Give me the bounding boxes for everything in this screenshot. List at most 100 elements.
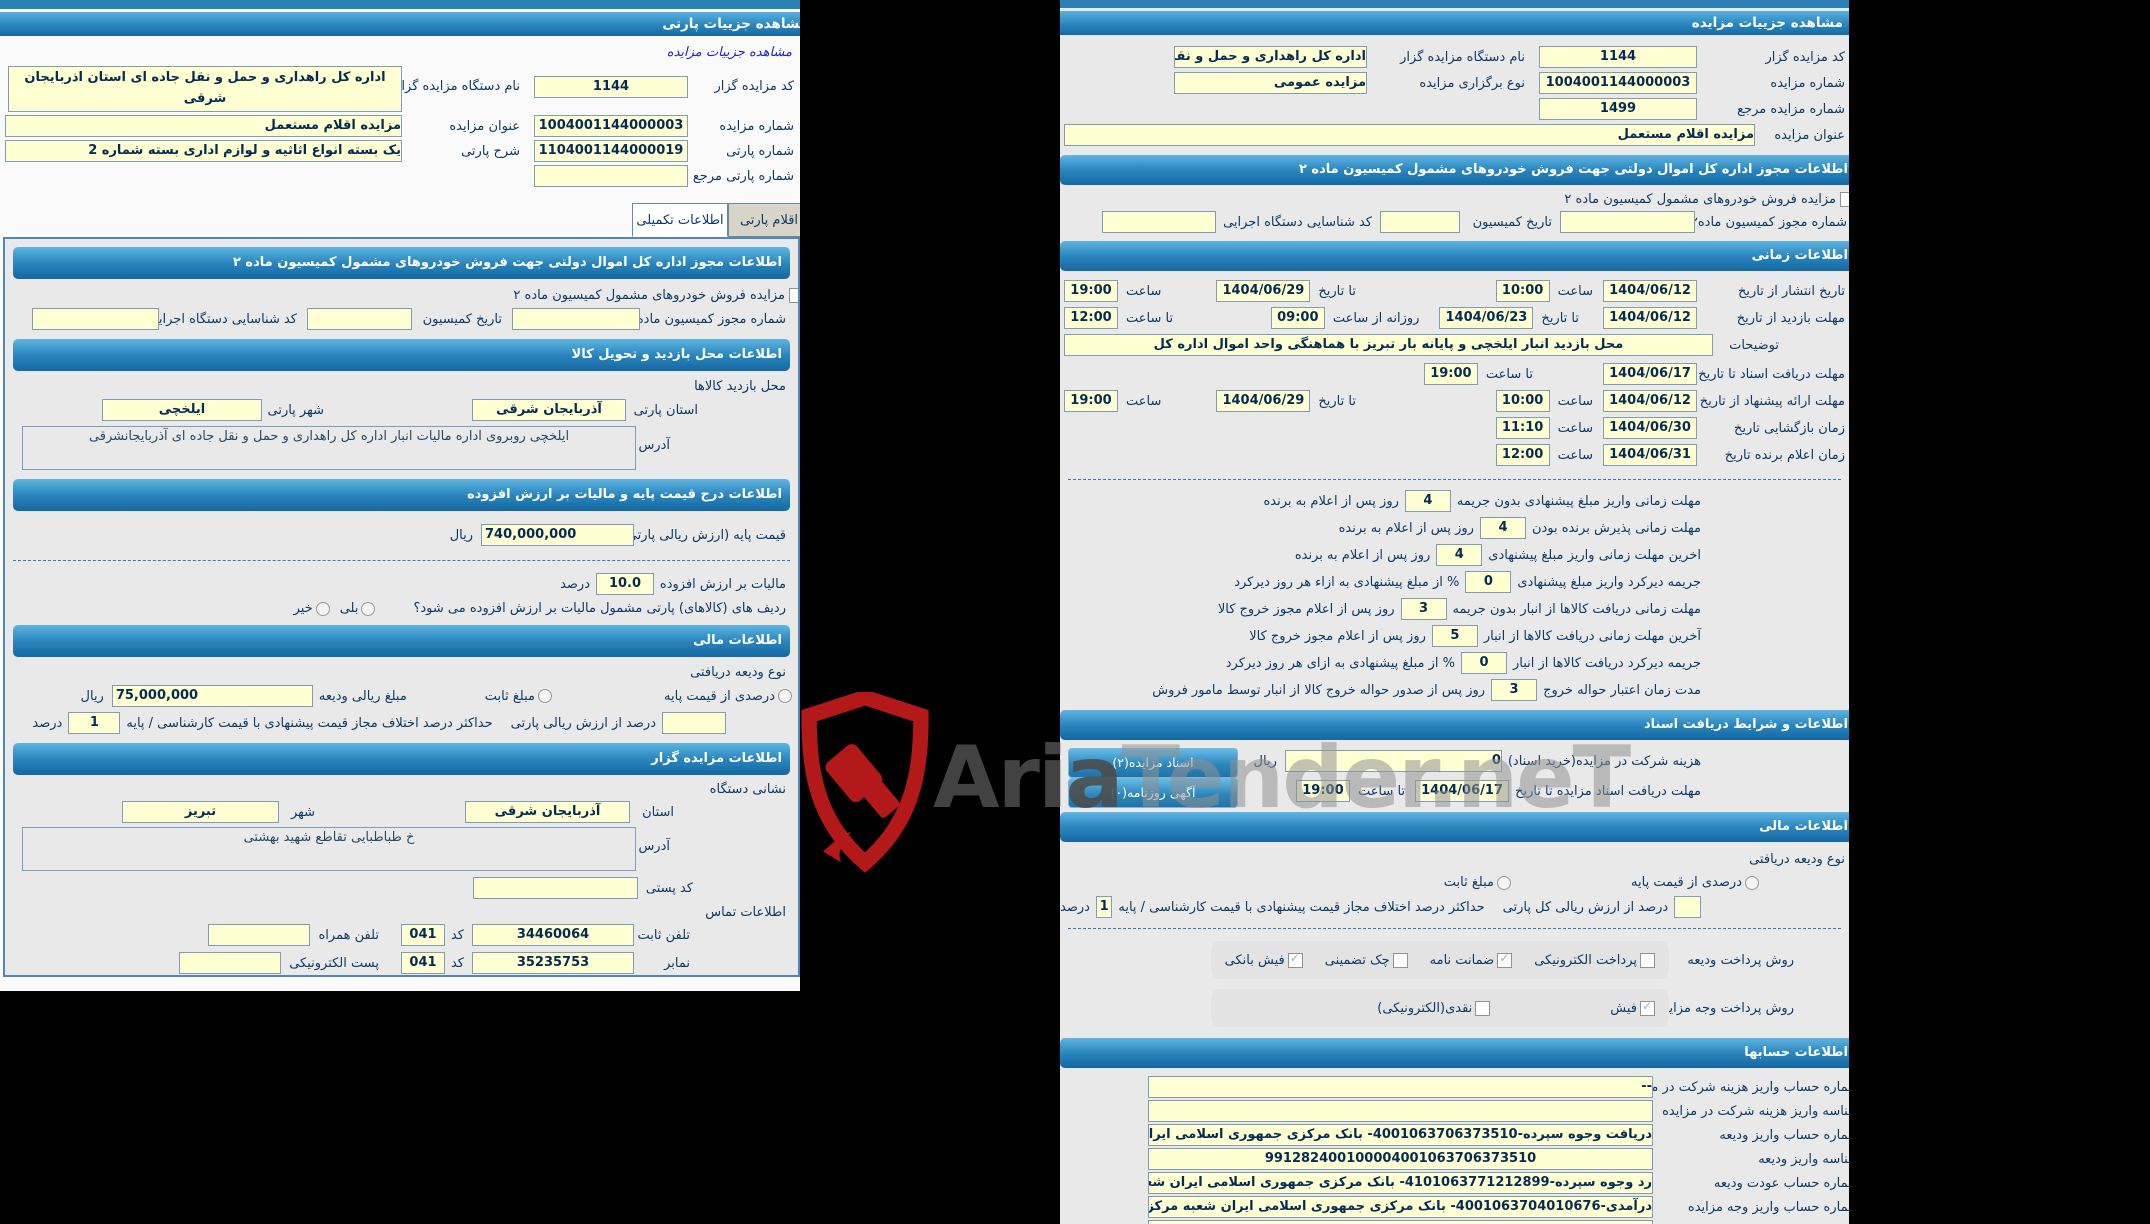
permit-no-field[interactable] xyxy=(512,308,640,330)
view-auction-details-link[interactable]: مشاهده جزییات مزایده xyxy=(666,45,792,60)
deadline-value[interactable]: 4 xyxy=(1404,490,1451,512)
account-field[interactable]: 313063754282400001106370401003 xyxy=(1148,1220,1653,1224)
deposit-amount-field[interactable]: 75,000,000 xyxy=(111,685,313,707)
pay-bankslip-checkbox[interactable] xyxy=(1287,951,1303,968)
auctioneer-name-field[interactable]: اداره کل راهداری و حمل و نقل جاده ای است… xyxy=(8,66,402,112)
deadline-value[interactable]: 0 xyxy=(1465,571,1512,593)
max-diff-field[interactable]: 1 xyxy=(1095,896,1113,918)
party-province-field[interactable]: آذربایجان شرقی xyxy=(472,399,626,421)
fax-code-field[interactable]: 041 xyxy=(400,952,445,974)
winner-date[interactable]: 1404/06/31 xyxy=(1603,444,1697,466)
deadline-value[interactable]: 4 xyxy=(1436,544,1483,566)
visit-daily-from[interactable]: 09:00 xyxy=(1270,307,1325,329)
offer-from-time[interactable]: 10:00 xyxy=(1495,390,1550,412)
auctioneer-name-field[interactable]: اداره کل راهداری و حمل و نقل جاده ای است… xyxy=(1174,46,1367,68)
offer-label: مهلت ارائه پیشنهاد از تاریخ xyxy=(1699,393,1845,409)
exec-id-field[interactable] xyxy=(1102,211,1216,233)
vat-no-radio[interactable] xyxy=(315,601,330,616)
offer-from-date[interactable]: 1404/06/12 xyxy=(1603,390,1697,412)
exec-id-field[interactable] xyxy=(32,308,159,330)
email-field[interactable] xyxy=(179,952,282,974)
party-address-field[interactable]: ایلخچی روبروی اداره مالیات انبار اداره ک… xyxy=(22,426,636,470)
fax-field[interactable]: 35235753 xyxy=(472,952,634,974)
mobile-field[interactable] xyxy=(208,924,311,946)
deposit-percent-radio[interactable] xyxy=(778,689,792,703)
permit-no-field[interactable] xyxy=(1560,211,1695,233)
org-city-label: شهر xyxy=(290,804,315,820)
commission-date-field[interactable] xyxy=(1380,211,1460,233)
account-field[interactable]: -- xyxy=(1148,1076,1653,1098)
party-city-field[interactable]: ایلخچی xyxy=(102,399,262,421)
deadline-value[interactable]: 3 xyxy=(1491,679,1538,701)
account-field[interactable]: درآمدی-4001063704010676- بانک مرکزی جمهو… xyxy=(1148,1196,1653,1218)
visit-from-date[interactable]: 1404/06/12 xyxy=(1603,307,1697,329)
auction-pay-method-label: روش پرداخت وجه مزایده xyxy=(1655,1000,1794,1016)
tab-extra-info[interactable]: اطلاعات تکمیلی xyxy=(632,203,728,237)
phone-field[interactable]: 34460064 xyxy=(472,924,634,946)
auction-ref-field[interactable]: 1499 xyxy=(1539,98,1697,120)
org-province-field[interactable]: آذربایجان شرقی xyxy=(465,801,630,823)
deposit-percent-radio[interactable] xyxy=(1745,875,1759,890)
deposit-fixed-radio[interactable] xyxy=(1497,875,1512,890)
percent-of-party-field[interactable] xyxy=(662,712,726,734)
org-city-field[interactable]: تبریز xyxy=(122,801,279,823)
tab-party-items[interactable]: اقلام پارتی xyxy=(728,203,800,237)
auction-title-field[interactable]: مزایده اقلام مستعمل xyxy=(5,115,402,137)
winner-time[interactable]: 12:00 xyxy=(1495,444,1550,466)
pay-check-checkbox[interactable] xyxy=(1392,952,1408,968)
visit-to-date[interactable]: 1404/06/23 xyxy=(1439,307,1534,329)
party-desc-field[interactable]: یک بسته انواع اثاثیه و لوازم اداری بسته … xyxy=(5,140,402,162)
offer-to-time[interactable]: 19:00 xyxy=(1064,390,1118,412)
deadline-value[interactable]: 3 xyxy=(1400,598,1447,620)
publish-from-date[interactable]: 1404/06/12 xyxy=(1603,280,1697,302)
deadline-value[interactable]: 0 xyxy=(1461,652,1507,674)
auction-no-field[interactable]: 1004001144000003 xyxy=(1539,72,1697,94)
party-ref-field[interactable] xyxy=(534,165,688,187)
pay-guarantee-checkbox[interactable] xyxy=(1497,951,1513,968)
pay-electronic-checkbox[interactable] xyxy=(1640,952,1655,968)
base-price-field[interactable]: 740,000,000 xyxy=(481,524,634,546)
visit-daily-label: روزانه از ساعت xyxy=(1332,310,1420,326)
opening-date[interactable]: 1404/06/30 xyxy=(1603,417,1697,439)
account-field[interactable] xyxy=(1148,1100,1653,1122)
max-diff-field[interactable]: 1 xyxy=(68,712,121,734)
publish-to-time[interactable]: 19:00 xyxy=(1064,280,1118,302)
doc-deadline-date[interactable]: 1404/06/17 xyxy=(1603,363,1697,385)
deposit-fixed-radio[interactable] xyxy=(538,689,553,703)
notes-field[interactable]: محل بازدید انبار ایلخچی و پایانه بار تبر… xyxy=(1064,334,1713,356)
phone-code-field[interactable]: 041 xyxy=(400,924,445,946)
account-field[interactable]: دریافت وجوه سپرده-4001063706373510- بانک… xyxy=(1148,1124,1653,1146)
publish-from-time[interactable]: 10:00 xyxy=(1495,280,1550,302)
deadline-value[interactable]: 4 xyxy=(1479,517,1526,539)
commission-date-field[interactable] xyxy=(307,308,412,330)
fee-field[interactable]: 0 xyxy=(1284,750,1502,772)
pay-slip-checkbox[interactable] xyxy=(1640,999,1655,1016)
deadline-value[interactable]: 5 xyxy=(1431,625,1478,647)
auction-no-field[interactable]: 1004001144000003 xyxy=(534,115,688,137)
offer-to-date[interactable]: 1404/06/29 xyxy=(1216,390,1311,412)
vehicle-auction-checkbox[interactable] xyxy=(1840,192,1849,207)
vat-field[interactable]: 10.0 xyxy=(596,573,654,595)
vat-yes-radio[interactable] xyxy=(361,601,376,616)
vehicle-auction-checkbox[interactable] xyxy=(789,288,798,303)
postal-code-field[interactable] xyxy=(473,877,638,899)
percent-of-total-field[interactable] xyxy=(1674,896,1701,918)
auctioneer-code-field[interactable]: 1144 xyxy=(1539,46,1697,68)
account-field[interactable]: رد وجوه سپرده-4101063771212899- بانک مرک… xyxy=(1148,1172,1653,1194)
auction-docs-button[interactable]: اسناد مزایده(۲) xyxy=(1068,748,1238,778)
publish-to-date[interactable]: 1404/06/29 xyxy=(1216,280,1311,302)
doc-deadline-time[interactable]: 19:00 xyxy=(1423,363,1478,385)
pay-cash-checkbox[interactable] xyxy=(1475,1000,1491,1016)
party-no-field[interactable]: 1104001144000019 xyxy=(534,140,688,162)
auctioneer-code-field[interactable]: 1144 xyxy=(534,76,688,98)
doc-receive-time[interactable]: 19:00 xyxy=(1295,780,1350,802)
auction-title-field[interactable]: مزایده اقلام مستعمل xyxy=(1064,124,1755,146)
deposit-amount-label: مبلغ ریالی ودیعه xyxy=(318,688,407,704)
opening-time[interactable]: 11:10 xyxy=(1495,417,1550,439)
auction-type-field[interactable]: مزایده عمومی xyxy=(1174,72,1367,94)
org-address-field[interactable]: خ طباطبایی تقاطع شهید بهشتی xyxy=(22,827,636,871)
visit-until-time[interactable]: 12:00 xyxy=(1064,307,1118,329)
newspaper-ad-button[interactable]: آگهی روزنامه(۰) xyxy=(1068,778,1238,808)
doc-receive-date[interactable]: 1404/06/17 xyxy=(1415,780,1510,802)
account-field[interactable]: 991282400100004001063706373510 xyxy=(1148,1148,1653,1170)
